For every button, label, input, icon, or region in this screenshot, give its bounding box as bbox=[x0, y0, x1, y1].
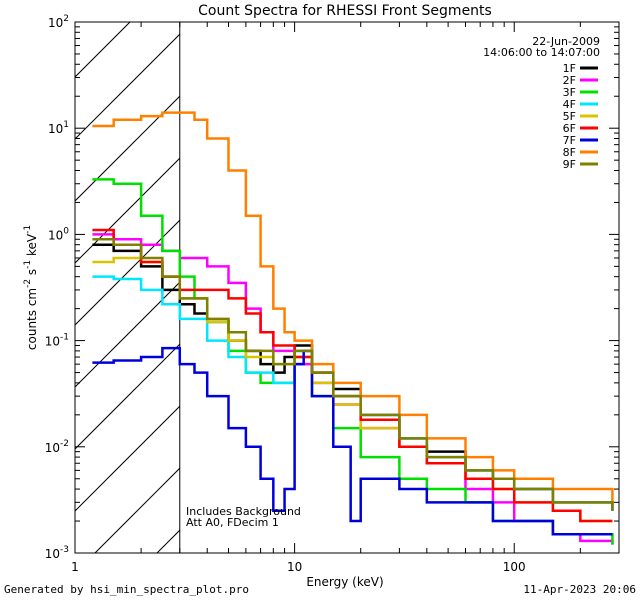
time-range-label: 14:06:00 to 14:07:00 bbox=[483, 46, 600, 59]
date-label: 22-Jun-2009 bbox=[532, 35, 600, 48]
hatched-region bbox=[75, 0, 640, 553]
plot-frame bbox=[74, 21, 620, 554]
hatch-line bbox=[75, 157, 180, 264]
hatch-line bbox=[281, 0, 640, 553]
y-axis-label: counts cm-2 s-1 keV-1 bbox=[23, 225, 39, 350]
y-tick-label: 100 bbox=[48, 226, 69, 242]
legend-label: 1F bbox=[563, 62, 576, 75]
y-tick-label: 10-3 bbox=[45, 545, 69, 561]
x-axis-label: Energy (keV) bbox=[306, 575, 383, 589]
x-tick-label: 10 bbox=[287, 560, 302, 574]
chart-title: Count Spectra for RHESSI Front Segments bbox=[198, 3, 492, 19]
x-tick-label: 100 bbox=[503, 560, 526, 574]
legend-label: 3F bbox=[563, 86, 576, 99]
y-tick-label: 10-1 bbox=[45, 333, 69, 349]
legend-label: 8F bbox=[563, 146, 576, 159]
legend-label: 2F bbox=[563, 74, 576, 87]
hatch-line bbox=[75, 405, 180, 512]
hatch-line bbox=[75, 22, 131, 78]
legend-label: 6F bbox=[563, 122, 576, 135]
footer-generated-by: Generated by hsi_min_spectra_plot.pro bbox=[4, 583, 250, 596]
series-4F bbox=[92, 275, 614, 511]
legend-label: 5F bbox=[563, 110, 576, 123]
legend-label: 4F bbox=[563, 98, 576, 111]
x-tick-label: 1 bbox=[71, 560, 79, 574]
series-9F bbox=[92, 238, 614, 511]
attenuator-note: Att A0, FDecim 1 bbox=[186, 516, 279, 529]
legend-label: 7F bbox=[563, 134, 576, 147]
series-8F bbox=[92, 111, 614, 503]
series-1F bbox=[92, 243, 614, 511]
legend-label: 9F bbox=[563, 158, 576, 171]
footer-timestamp: 11-Apr-2023 20:06 bbox=[523, 583, 636, 596]
hatch-line bbox=[75, 33, 180, 140]
hatch-line bbox=[219, 0, 640, 553]
y-tick-label: 10-2 bbox=[45, 439, 69, 455]
y-tick-label: 102 bbox=[48, 14, 69, 30]
y-tick-label: 101 bbox=[48, 120, 69, 136]
y-axis-label-text: counts cm-2 s-1 keV-1 bbox=[23, 225, 39, 350]
background-note: Includes Background bbox=[186, 505, 301, 518]
series-7F bbox=[92, 346, 613, 536]
hatch-line bbox=[75, 219, 180, 326]
hatch-line bbox=[529, 0, 640, 553]
hatch-line bbox=[405, 0, 640, 553]
